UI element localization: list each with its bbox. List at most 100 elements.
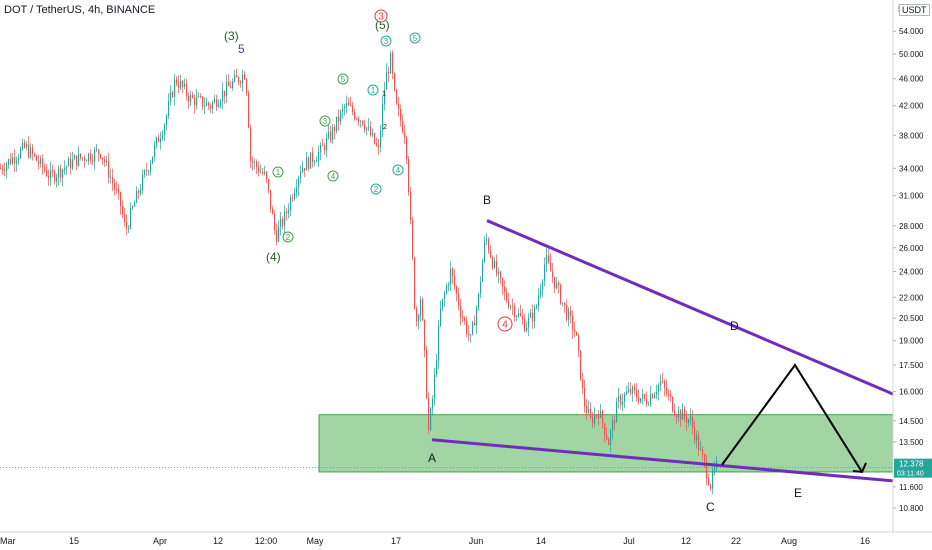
- candle-body: [270, 189, 272, 209]
- candle-body: [200, 96, 202, 97]
- price-axis-bg: [893, 0, 932, 550]
- candle-body: [88, 153, 90, 162]
- candle-body: [332, 126, 334, 141]
- price-tick-label: 38.000: [899, 131, 924, 140]
- candle-body: [60, 167, 62, 178]
- candle-body: [168, 101, 170, 116]
- candle-body: [24, 142, 26, 148]
- candle-body: [636, 390, 638, 398]
- price-axis[interactable]: 554.00050.00046.00042.00038.00034.00031.…: [892, 0, 932, 550]
- candle-body: [180, 80, 182, 88]
- candle-body: [422, 299, 424, 321]
- candle-body: [100, 154, 102, 158]
- candle-body: [466, 320, 468, 334]
- candle-body: [314, 162, 316, 163]
- candle-body: [444, 293, 446, 299]
- wave-3-five-label: 5: [238, 42, 245, 56]
- time-tick-label: Apr: [153, 536, 167, 546]
- candle-body: [284, 211, 286, 226]
- candle-body: [162, 134, 164, 139]
- candle-body: [406, 137, 408, 159]
- candle-body: [142, 174, 144, 191]
- candle-body: [478, 293, 480, 308]
- candle-body: [334, 126, 336, 131]
- currency-badge[interactable]: USDT: [899, 4, 930, 16]
- candle-body: [404, 132, 406, 138]
- candle-body: [606, 434, 608, 440]
- candle-body: [678, 410, 680, 418]
- candle-body: [412, 219, 414, 258]
- price-tick-label: 10.800: [899, 504, 924, 513]
- candle-body: [308, 157, 310, 169]
- candle-body: [228, 81, 230, 87]
- candle-body: [28, 144, 30, 157]
- candle-body: [120, 192, 122, 207]
- candle-body: [164, 124, 166, 135]
- candle-body: [84, 157, 86, 161]
- candle-body: [630, 389, 632, 394]
- price-tick-label: 54.000: [899, 27, 924, 36]
- green-circle-5: 5: [341, 75, 346, 84]
- candle-body: [562, 302, 564, 304]
- candle-body: [138, 190, 140, 194]
- candle-body: [504, 286, 506, 292]
- candle-body: [536, 306, 538, 308]
- candle-body: [224, 90, 226, 97]
- candle-body: [262, 171, 264, 174]
- candle-body: [146, 170, 148, 172]
- candle-body: [680, 410, 682, 420]
- candle-body: [2, 168, 4, 171]
- candle-body: [358, 118, 360, 122]
- candle-body: [708, 478, 710, 485]
- candle-body: [582, 379, 584, 388]
- candle-body: [418, 315, 420, 322]
- candle-body: [326, 137, 328, 151]
- candle-body: [114, 183, 116, 190]
- candle-body: [244, 74, 246, 80]
- candle-body: [182, 80, 184, 87]
- candle-body: [696, 435, 698, 441]
- candle-body: [320, 144, 322, 153]
- candle-body: [428, 398, 430, 431]
- candle-body: [126, 222, 128, 229]
- candle-body: [194, 97, 196, 106]
- candle-body: [46, 170, 48, 177]
- candle-body: [454, 276, 456, 287]
- candle-body: [106, 160, 108, 163]
- green-circle-2-ring: [282, 231, 294, 243]
- candle-body: [516, 316, 518, 318]
- candle-body: [546, 255, 548, 265]
- teal-circle-1-ring: [367, 84, 379, 96]
- candle-body: [446, 285, 448, 294]
- candle-body: [626, 392, 628, 395]
- candle-body: [374, 133, 376, 144]
- candle-body: [160, 138, 162, 143]
- green-circle-4-ring: [327, 170, 339, 182]
- label-A: A: [428, 451, 436, 465]
- wave-3-label: (3): [224, 29, 239, 43]
- candle-body: [38, 160, 40, 164]
- last-price-countdown: 03:11:40: [897, 471, 924, 478]
- candle-body: [690, 416, 692, 420]
- candle-body: [436, 360, 438, 375]
- candle-body: [672, 397, 674, 412]
- small-label-2: 2: [383, 124, 387, 131]
- candle-body: [124, 214, 126, 223]
- red-circle-3: 3: [378, 12, 384, 23]
- time-axis[interactable]: Mar 15 Apr 12 12:00 May 17 Jun 14 Jul 12 22 Aug 16: [0, 531, 932, 546]
- candle-body: [218, 104, 220, 107]
- candle-body: [534, 307, 536, 322]
- candle-body: [378, 145, 380, 148]
- candle-body: [104, 159, 106, 163]
- candle-body: [494, 261, 496, 268]
- candle-body: [366, 127, 368, 130]
- candle-body: [94, 149, 96, 162]
- candle-body: [338, 116, 340, 122]
- time-tick-label: Jun: [469, 536, 484, 546]
- candle-body: [442, 298, 444, 309]
- candle-body: [472, 322, 474, 335]
- candle-body: [68, 158, 70, 167]
- candle-body: [130, 208, 132, 229]
- projection-path: [721, 363, 863, 473]
